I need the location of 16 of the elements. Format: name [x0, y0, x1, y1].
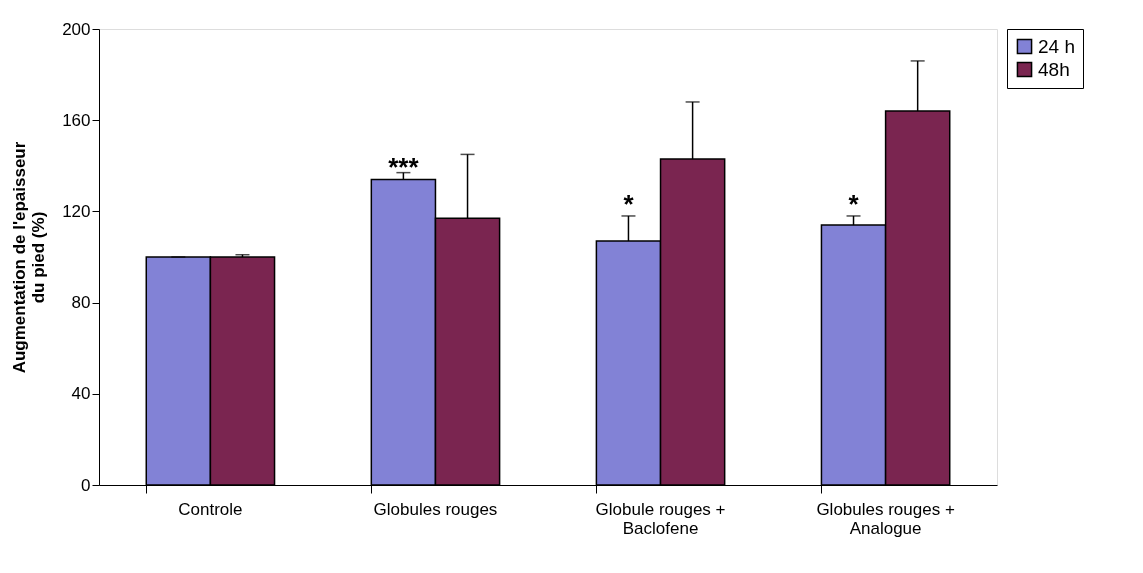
legend-label: 48h: [1038, 58, 1070, 80]
y-tick-label: 160: [62, 110, 91, 130]
x-tick-label: Globules rouges + Analogue: [816, 499, 955, 538]
y-tick-label: 80: [71, 293, 91, 313]
annotation: *: [623, 188, 635, 219]
y-axis-title: Augmentation de l'epaisseur du pied (%): [10, 141, 49, 374]
annotation: ***: [388, 152, 420, 183]
x-tick-label: Globule rouges + Baclofene: [595, 499, 726, 538]
y-tick-label: 0: [81, 475, 91, 495]
x-tick-label: Controle: [178, 499, 243, 519]
y-tick-label: 200: [62, 19, 91, 39]
y-tick-label: 120: [62, 201, 91, 221]
legend-label: 24 h: [1038, 35, 1075, 57]
y-tick-label: 40: [71, 384, 91, 404]
annotation: *: [848, 188, 860, 219]
x-tick-label: Globules rouges: [373, 499, 498, 519]
